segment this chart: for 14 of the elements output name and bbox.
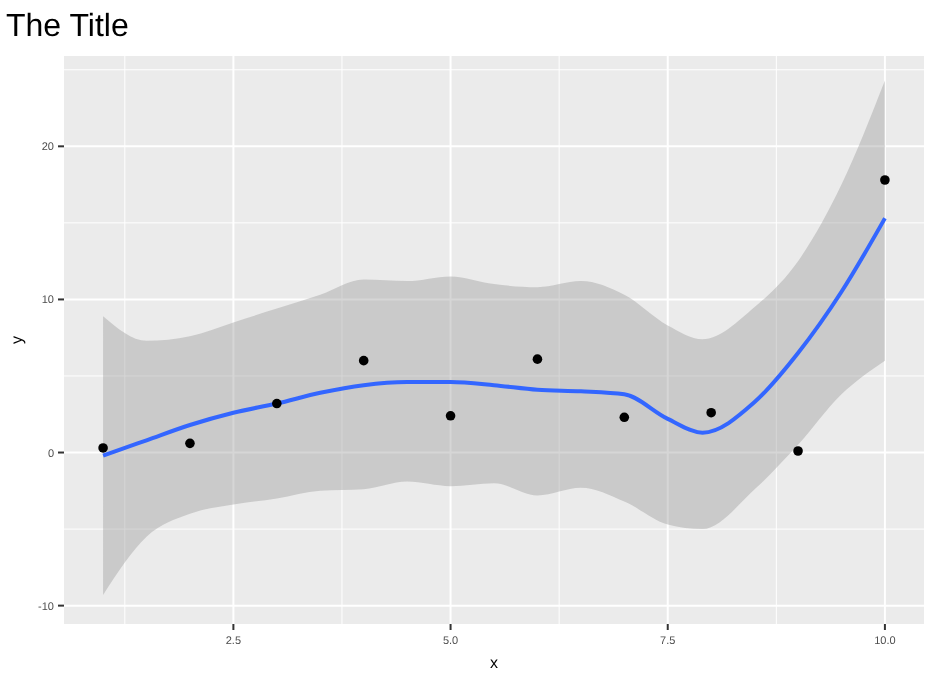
point bbox=[272, 398, 282, 409]
point bbox=[880, 175, 890, 185]
point bbox=[793, 446, 803, 456]
y-axis-title: y bbox=[8, 336, 26, 344]
chart-title: The Title bbox=[6, 10, 129, 44]
point bbox=[358, 355, 369, 366]
x-axis-title: x bbox=[490, 654, 498, 672]
point bbox=[532, 354, 543, 364]
line-series bbox=[101, 216, 887, 458]
point bbox=[445, 410, 456, 421]
point bbox=[185, 438, 195, 449]
point bbox=[619, 412, 630, 423]
point bbox=[706, 407, 716, 418]
point bbox=[98, 443, 108, 453]
